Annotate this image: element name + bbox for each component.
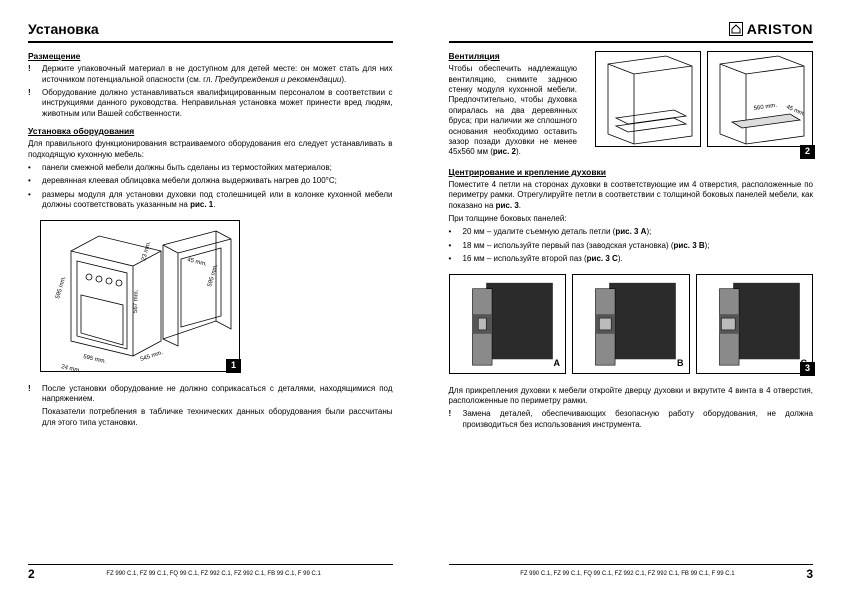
bullet-icon: • — [28, 190, 36, 211]
heading-placement: Размещение — [28, 51, 393, 62]
figure-1: 595 mm. 567 mm. 23 mm. 595 mm. 545 mm. 2… — [40, 220, 240, 372]
bullet-icon: • — [449, 227, 457, 237]
list-text: панели смежной мебели должны быть сделан… — [42, 163, 332, 173]
figure-2b: 560 mm. 45 mm. — [707, 51, 813, 147]
list-item: • 18 мм – используйте первый паз (заводс… — [449, 241, 814, 251]
center-text: Поместите 4 петли на сторонах духовки в … — [449, 180, 814, 211]
warning-text: Держите упаковочный материал в не доступ… — [42, 64, 393, 85]
page-left: Установка Размещение ! Держите упаковочн… — [0, 0, 421, 595]
list-text: 16 мм – используйте второй паз (рис. 3 С… — [463, 254, 623, 264]
list-item: • панели смежной мебели должны быть сдел… — [28, 163, 393, 173]
figure-3: A B C 3 — [449, 274, 814, 374]
list-item: • размеры модуля для установки духовки п… — [28, 190, 393, 211]
figure-number: 1 — [226, 359, 241, 373]
warning-icon: ! — [28, 64, 36, 85]
list-item: • 20 мм – удалите съемную деталь петли (… — [449, 227, 814, 237]
warning-icon: ! — [28, 88, 36, 119]
warning-text: Замена деталей, обеспечивающих безопасну… — [463, 409, 814, 430]
bullet-icon: • — [449, 254, 457, 264]
after-fig3-text: Для прикрепления духовки к мебели открой… — [449, 386, 814, 407]
note-text: Показатели потребления в табличке технич… — [42, 407, 393, 428]
figure-2a — [595, 51, 701, 147]
brand-logo: ARISTON — [729, 20, 813, 38]
page-right: ARISTON Вентиляция Чтобы обеспечить надл… — [421, 0, 841, 595]
figure-letter: A — [554, 358, 561, 370]
dim-text: 595 mm. — [55, 275, 67, 299]
dim-text: 560 mm. — [753, 103, 777, 112]
warning-icon: ! — [28, 384, 36, 405]
warning-text: Оборудование должно устанавливаться квал… — [42, 88, 393, 119]
figure-3c: C — [696, 274, 814, 374]
heading-install: Установка оборудования — [28, 126, 393, 137]
spread: Установка Размещение ! Держите упаковочн… — [0, 0, 841, 595]
list-item: • деревянная клеевая облицовка мебели до… — [28, 176, 393, 186]
bullet-icon: • — [28, 163, 36, 173]
figure-2: 560 mm. 45 mm. 2 — [595, 51, 813, 157]
dim-text: 23 mm. — [141, 240, 152, 261]
install-intro: Для правильного функционирования встраив… — [28, 139, 393, 160]
footer-left: 2 FZ 990 C.1, FZ 99 C.1, FQ 99 C.1, FZ 9… — [28, 564, 393, 583]
figure-number: 3 — [800, 362, 815, 376]
page-title: Установка — [28, 20, 393, 43]
bullet-icon: • — [28, 176, 36, 186]
warning-item: ! Оборудование должно устанавливаться кв… — [28, 88, 393, 119]
dim-text: 595 mm. — [207, 263, 219, 287]
warning-item: ! После установки оборудование не должно… — [28, 384, 393, 405]
warning-icon: ! — [449, 409, 457, 430]
heading-centering: Центрирование и крепление духовки — [449, 167, 814, 178]
heading-ventilation: Вентиляция — [449, 51, 578, 62]
figure-3a: A — [449, 274, 567, 374]
model-list: FZ 990 C.1, FZ 99 C.1, FQ 99 C.1, FZ 992… — [35, 571, 393, 579]
vent-text: Чтобы обеспечить надлежащую вентиляцию, … — [449, 64, 578, 158]
dim-text: 595 mm. — [83, 354, 107, 365]
figure-letter: B — [677, 358, 684, 370]
dim-text: 545 mm. — [140, 349, 164, 362]
model-list: FZ 990 C.1, FZ 99 C.1, FQ 99 C.1, FZ 992… — [449, 571, 807, 579]
warning-item: ! Держите упаковочный материал в не дост… — [28, 64, 393, 85]
list-text: размеры модуля для установки духовки под… — [42, 190, 393, 211]
dim-text: 567 mm. — [133, 289, 140, 313]
dim-text: 45 mm. — [187, 257, 208, 268]
bullet-icon: • — [449, 241, 457, 251]
page-number: 3 — [806, 567, 813, 583]
page-number: 2 — [28, 567, 35, 583]
list-text: 20 мм – удалите съемную деталь петли (ри… — [463, 227, 652, 237]
list-item: • 16 мм – используйте второй паз (рис. 3… — [449, 254, 814, 264]
header-right: ARISTON — [449, 20, 814, 43]
figure-1-svg: 595 mm. 567 mm. 23 mm. 595 mm. 545 mm. 2… — [41, 221, 241, 373]
figure-number: 2 — [800, 145, 815, 159]
brand-text: ARISTON — [747, 20, 813, 38]
house-icon — [729, 22, 743, 36]
footer-right: FZ 990 C.1, FZ 99 C.1, FQ 99 C.1, FZ 992… — [449, 564, 814, 583]
warning-text: После установки оборудование не должно с… — [42, 384, 393, 405]
dim-text: 24 mm. — [61, 364, 82, 373]
ventilation-block: Вентиляция Чтобы обеспечить надлежащую в… — [449, 51, 814, 161]
list-text: деревянная клеевая облицовка мебели долж… — [42, 176, 337, 186]
figure-3b: B — [572, 274, 690, 374]
center-sub: При толщине боковых панелей: — [449, 214, 814, 224]
list-text: 18 мм – используйте первый паз (заводска… — [463, 241, 710, 251]
warning-item: ! Замена деталей, обеспечивающих безопас… — [449, 409, 814, 430]
